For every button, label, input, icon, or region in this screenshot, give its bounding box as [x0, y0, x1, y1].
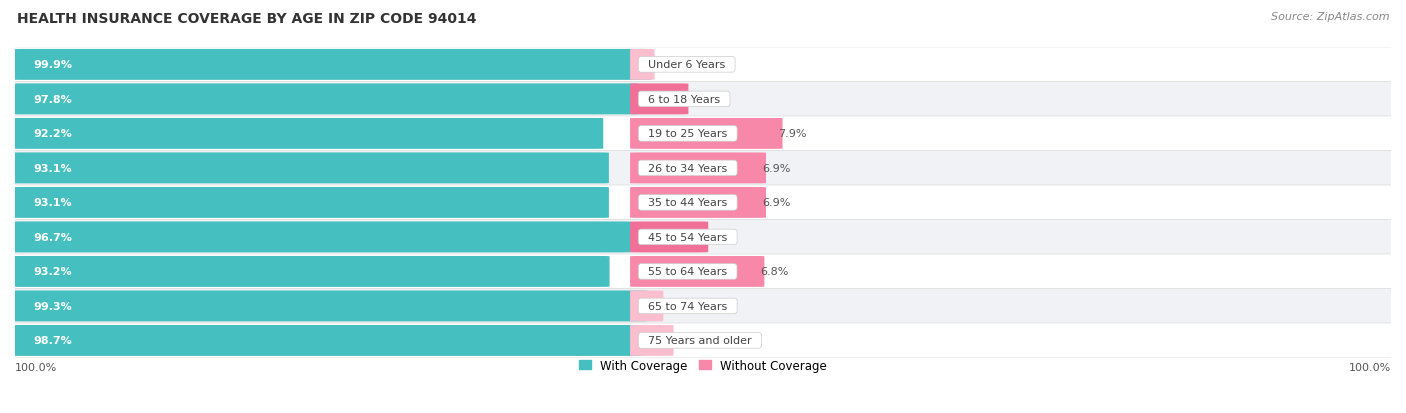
FancyBboxPatch shape	[8, 289, 1398, 323]
FancyBboxPatch shape	[11, 153, 609, 184]
FancyBboxPatch shape	[8, 82, 1398, 117]
Text: 6.8%: 6.8%	[761, 267, 789, 277]
Text: 65 to 74 Years: 65 to 74 Years	[641, 301, 734, 311]
Text: 96.7%: 96.7%	[32, 233, 72, 242]
FancyBboxPatch shape	[630, 222, 709, 253]
FancyBboxPatch shape	[630, 153, 766, 184]
FancyBboxPatch shape	[11, 188, 609, 218]
FancyBboxPatch shape	[11, 119, 603, 150]
FancyBboxPatch shape	[11, 84, 638, 115]
Text: 100.0%: 100.0%	[15, 362, 58, 372]
Text: 45 to 54 Years: 45 to 54 Years	[641, 233, 734, 242]
FancyBboxPatch shape	[630, 84, 689, 115]
Text: 100.0%: 100.0%	[1348, 362, 1391, 372]
FancyBboxPatch shape	[8, 254, 1398, 289]
Text: 1.3%: 1.3%	[669, 336, 697, 346]
Text: 2.2%: 2.2%	[685, 95, 713, 104]
Text: 55 to 64 Years: 55 to 64 Years	[641, 267, 734, 277]
Text: 6.9%: 6.9%	[762, 198, 790, 208]
Text: 3.4%: 3.4%	[704, 233, 733, 242]
FancyBboxPatch shape	[11, 50, 651, 81]
FancyBboxPatch shape	[630, 325, 673, 356]
Text: HEALTH INSURANCE COVERAGE BY AGE IN ZIP CODE 94014: HEALTH INSURANCE COVERAGE BY AGE IN ZIP …	[17, 12, 477, 26]
Text: 35 to 44 Years: 35 to 44 Years	[641, 198, 734, 208]
Text: 93.2%: 93.2%	[32, 267, 72, 277]
Text: 6 to 18 Years: 6 to 18 Years	[641, 95, 727, 104]
Text: 19 to 25 Years: 19 to 25 Years	[641, 129, 734, 139]
Text: 99.3%: 99.3%	[32, 301, 72, 311]
Text: 98.7%: 98.7%	[32, 336, 72, 346]
FancyBboxPatch shape	[8, 117, 1398, 152]
Text: 6.9%: 6.9%	[762, 164, 790, 173]
Text: 7.9%: 7.9%	[779, 129, 807, 139]
Text: Under 6 Years: Under 6 Years	[641, 60, 733, 70]
FancyBboxPatch shape	[11, 222, 631, 253]
FancyBboxPatch shape	[8, 48, 1398, 83]
FancyBboxPatch shape	[8, 185, 1398, 220]
Text: Source: ZipAtlas.com: Source: ZipAtlas.com	[1271, 12, 1389, 22]
FancyBboxPatch shape	[11, 325, 644, 356]
FancyBboxPatch shape	[630, 188, 766, 218]
FancyBboxPatch shape	[630, 50, 655, 81]
Text: 0.15%: 0.15%	[651, 60, 686, 70]
Text: 75 Years and older: 75 Years and older	[641, 336, 759, 346]
FancyBboxPatch shape	[11, 291, 648, 322]
FancyBboxPatch shape	[630, 119, 783, 150]
FancyBboxPatch shape	[630, 291, 664, 322]
FancyBboxPatch shape	[11, 256, 610, 287]
Legend: With Coverage, Without Coverage: With Coverage, Without Coverage	[574, 354, 832, 377]
Text: 97.8%: 97.8%	[32, 95, 72, 104]
Text: 92.2%: 92.2%	[32, 129, 72, 139]
Text: 99.9%: 99.9%	[32, 60, 72, 70]
Text: 26 to 34 Years: 26 to 34 Years	[641, 164, 734, 173]
FancyBboxPatch shape	[8, 323, 1398, 358]
Text: 93.1%: 93.1%	[32, 198, 72, 208]
FancyBboxPatch shape	[8, 220, 1398, 255]
FancyBboxPatch shape	[630, 256, 765, 287]
FancyBboxPatch shape	[8, 151, 1398, 186]
Text: 0.68%: 0.68%	[659, 301, 695, 311]
Text: 93.1%: 93.1%	[32, 164, 72, 173]
